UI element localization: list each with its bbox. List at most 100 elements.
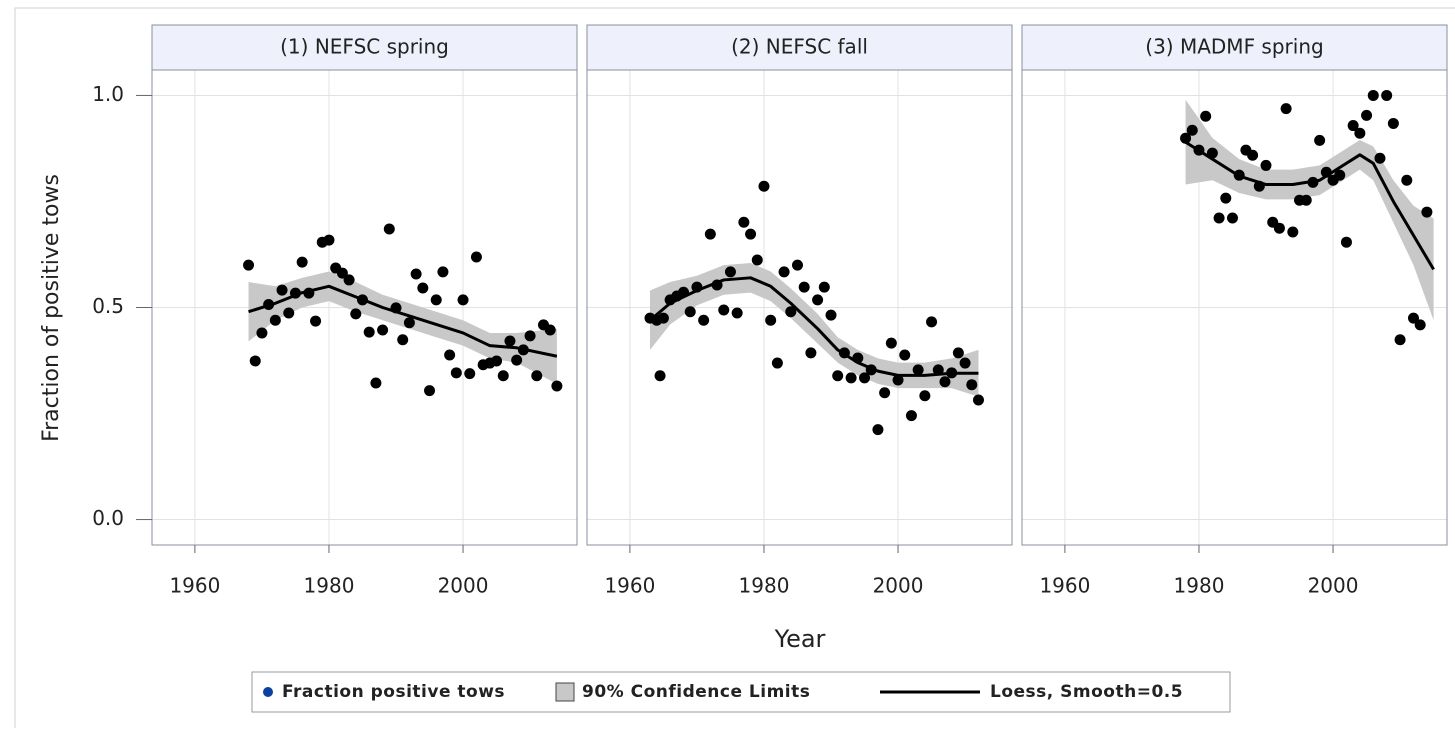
data-point (912, 364, 924, 376)
confidence-band (650, 262, 979, 397)
panel-header (151, 24, 578, 71)
data-point (899, 349, 911, 361)
data-point (256, 327, 268, 339)
data-point (1247, 149, 1259, 161)
data-point (885, 337, 897, 349)
data-point (832, 370, 844, 382)
data-point (704, 228, 716, 240)
x-tick-label: 1960 (1039, 574, 1090, 598)
loess-line (248, 284, 558, 358)
data-point (1421, 206, 1433, 218)
x-axis-label: Year (774, 625, 826, 653)
data-point (470, 251, 482, 263)
confidence-band (248, 271, 557, 384)
data-point (1334, 169, 1346, 181)
data-point (457, 294, 469, 306)
data-point (919, 390, 931, 402)
data-point (363, 326, 375, 338)
data-point (1381, 89, 1393, 101)
panel-title: (1) NEFSC spring (280, 35, 449, 59)
x-tick-label: 1960 (604, 574, 655, 598)
data-point (377, 324, 389, 336)
data-point (276, 284, 288, 296)
data-point (336, 267, 348, 279)
data-point (825, 309, 837, 321)
data-point (383, 223, 395, 235)
panel-title: (3) MADMF spring (1145, 35, 1323, 59)
data-point (497, 370, 509, 382)
data-point (939, 376, 951, 388)
confidence-band (1185, 99, 1434, 321)
data-point (778, 266, 790, 278)
data-point (771, 357, 783, 369)
data-point (818, 281, 830, 293)
panel-header (586, 24, 1013, 71)
data-point (1387, 117, 1399, 129)
data-point (531, 370, 543, 382)
data-point (654, 370, 666, 382)
plot-frame (586, 69, 1013, 546)
data-point (1287, 226, 1299, 238)
data-point (491, 355, 503, 367)
data-point (1200, 110, 1212, 122)
data-point (1340, 236, 1352, 248)
data-point (1394, 334, 1406, 346)
data-point (424, 385, 436, 397)
data-point (511, 354, 523, 366)
y-tick-label: 0.5 (92, 294, 124, 318)
data-point (845, 372, 857, 384)
data-point (1374, 152, 1386, 164)
data-point (551, 380, 563, 392)
data-point (738, 216, 750, 228)
data-point (959, 357, 971, 369)
data-point (785, 306, 797, 318)
legend-box (251, 671, 1231, 713)
data-point (972, 394, 984, 406)
data-point (417, 282, 429, 294)
data-point (684, 306, 696, 318)
data-point (403, 317, 415, 329)
data-point (430, 294, 442, 306)
data-point (1273, 222, 1285, 234)
data-point (1180, 132, 1192, 144)
data-point (524, 330, 536, 342)
data-point (1220, 192, 1232, 204)
data-point (798, 281, 810, 293)
data-point (872, 424, 884, 436)
data-point (437, 266, 449, 278)
data-point (1354, 127, 1366, 139)
y-axis-label: Fraction of positive tows (39, 174, 64, 442)
data-point (751, 254, 763, 266)
x-tick-label: 2000 (873, 574, 924, 598)
data-point (1367, 89, 1379, 101)
legend-label: Loess, Smooth=0.5 (990, 682, 1183, 702)
data-point (1401, 174, 1413, 186)
x-tick-label: 2000 (438, 574, 489, 598)
data-point (1314, 134, 1326, 146)
data-point (1260, 159, 1272, 171)
data-point (310, 315, 322, 327)
data-point (812, 294, 824, 306)
plot-frame (1021, 69, 1448, 546)
x-tick-label: 1980 (304, 574, 355, 598)
panel-header (1021, 24, 1448, 71)
legend-symbol (263, 687, 273, 697)
data-point (1347, 120, 1359, 132)
data-point (249, 355, 261, 367)
data-point (698, 314, 710, 326)
legend-label: Fraction positive tows (282, 682, 505, 702)
legend-symbol (555, 682, 575, 702)
data-point (464, 368, 476, 380)
data-point (1213, 212, 1225, 224)
data-point (350, 308, 362, 320)
data-point (805, 347, 817, 359)
x-tick-label: 1960 (169, 574, 220, 598)
data-point (952, 347, 964, 359)
data-point (269, 314, 281, 326)
x-tick-label: 1980 (739, 574, 790, 598)
legend-label: 90% Confidence Limits (582, 682, 810, 702)
data-point (657, 312, 669, 324)
data-point (544, 324, 556, 336)
loess-line (649, 276, 979, 377)
